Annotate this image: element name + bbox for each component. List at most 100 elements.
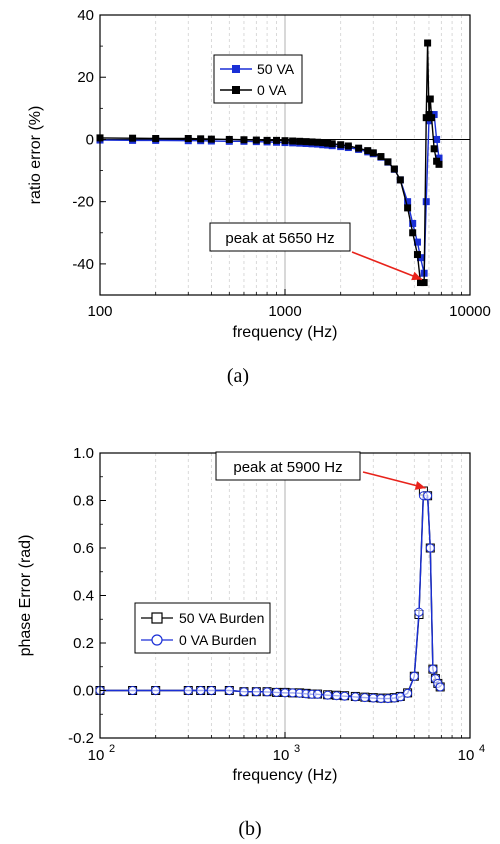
- chart-b-data-point: [206, 686, 216, 695]
- chart-a-data-point: [404, 198, 412, 206]
- chart-b-x-tick-exponent: 2: [109, 743, 115, 755]
- chart-b-data-point: [183, 686, 193, 695]
- chart-a-data-point: [337, 141, 345, 149]
- chart-a-data-point: [355, 144, 363, 152]
- chart-b-data-point: [350, 692, 360, 702]
- chart-a-legend-label-50va: 50 VA: [257, 61, 295, 77]
- chart-b-y-tick-label: 0.2: [73, 635, 94, 652]
- chart-b: 10 2 10 3 10 4 -0.2 0.0 0.2 0.4 0.6 0.8 1.0 frequenc…: [17, 445, 485, 840]
- chart-a-caption: (a): [227, 365, 249, 387]
- chart-a-annotation-box: [209, 222, 351, 252]
- chart-b-data-point: [251, 687, 261, 697]
- chart-a-data-point: [433, 135, 441, 143]
- chart-a-legend-label-0va: 0 VA: [257, 82, 287, 98]
- chart-b-series-line: [100, 495, 441, 700]
- chart-b-x-tick-label: 10: [88, 747, 105, 764]
- chart-b-annotation: peak at 5900 Hz: [215, 451, 426, 490]
- chart-a-y-tick-label: 40: [77, 7, 94, 24]
- chart-a-data-point: [324, 139, 332, 147]
- chart-a-data-point: [420, 279, 428, 287]
- chart-b-caption: (b): [238, 818, 261, 840]
- chart-a-data-point: [308, 138, 316, 146]
- chart-b-legend-marker-50va: [151, 612, 163, 624]
- chart-b-data-point: [332, 691, 342, 701]
- chart-b-x-axis-label: frequency (Hz): [233, 767, 338, 784]
- chart-a-data-point: [413, 251, 421, 259]
- chart-a-x-axis-label: frequency (Hz): [233, 324, 338, 341]
- chart-a-y-tick-label: -40: [72, 256, 94, 273]
- chart-b-data-point: [239, 687, 249, 697]
- chart-a-legend-marker-50va: [232, 65, 240, 73]
- chart-b-data-point: [435, 682, 445, 692]
- chart-a-data-point: [430, 145, 438, 153]
- chart-a-x-tick-label: 10000: [449, 303, 491, 320]
- chart-b-data-point: [262, 687, 272, 697]
- chart-b-data-point: [340, 691, 350, 701]
- chart-b-data-point: [224, 686, 234, 695]
- chart-b-x-tick-label: 10: [273, 747, 290, 764]
- chart-a-data-point: [409, 219, 417, 227]
- chart-b-data-point: [280, 688, 290, 698]
- chart-a-x-tick-label: 100: [87, 303, 112, 320]
- chart-a-data-point: [364, 147, 372, 155]
- chart-b-x-tick-exponent: 3: [294, 743, 300, 755]
- chart-a-data-point: [319, 139, 327, 147]
- chart-a-data-point: [424, 39, 432, 47]
- chart-b-data-point: [428, 664, 438, 674]
- chart-a: 100 1000 10000 -40 -20 0 20 40 frequency (Hz) r…: [27, 7, 491, 387]
- chart-a-data-point: [396, 176, 404, 184]
- chart-b-data-point: [196, 686, 206, 695]
- chart-b-y-tick-label: 1.0: [73, 445, 94, 462]
- chart-b-data-point: [272, 687, 282, 697]
- chart-b-y-axis-label: phase Error (rad): [17, 535, 34, 657]
- chart-a-data-point: [225, 135, 233, 143]
- chart-b-y-tick-label: 0.6: [73, 540, 94, 557]
- chart-b-legend-marker-0va: [151, 634, 163, 646]
- chart-b-legend-label-50va: 50 VA Burden: [179, 610, 264, 626]
- chart-a-annotation: peak at 5650 Hz: [209, 222, 423, 281]
- chart-a-annotation-arrowhead: [411, 271, 423, 281]
- chart-a-y-tick-label: -20: [72, 194, 94, 211]
- chart-b-data-point: [128, 686, 138, 695]
- chart-a-data-point: [197, 135, 205, 143]
- chart-a-legend-box: [213, 54, 303, 104]
- chart-a-y-axis-label: ratio error (%): [27, 106, 44, 205]
- chart-a-data-point: [422, 198, 430, 206]
- chart-b-ticks: 10 2 10 3 10 4 -0.2 0.0 0.2 0.4 0.6 0.8 1.0: [68, 445, 485, 764]
- chart-a-data-point: [404, 204, 412, 212]
- chart-b-data-point: [403, 688, 413, 698]
- chart-b-data-point: [313, 689, 323, 699]
- chart-a-data-point: [184, 135, 192, 143]
- chart-b-legend: 50 VA Burden 0 VA Burden: [134, 602, 271, 654]
- chart-a-data-point: [129, 134, 137, 142]
- chart-a-data-point: [152, 135, 160, 143]
- chart-a-data-point: [252, 136, 260, 144]
- chart-b-y-tick-label: -0.2: [68, 730, 94, 747]
- chart-a-legend-marker-0va: [232, 86, 240, 94]
- chart-b-x-tick-label: 10: [458, 747, 475, 764]
- chart-a-data-point: [302, 138, 310, 146]
- chart-a-data-point: [384, 158, 392, 166]
- chart-a-annotation-text: peak at 5650 Hz: [225, 230, 334, 247]
- chart-b-data-point: [323, 690, 333, 700]
- chart-b-series: [95, 486, 445, 704]
- chart-b-data-point: [409, 671, 419, 681]
- chart-a-x-tick-label: 1000: [268, 303, 301, 320]
- chart-b-y-tick-label: 0.4: [73, 588, 94, 605]
- chart-a-data-point: [413, 238, 421, 246]
- chart-a-legend: 50 VA 0 VA: [213, 54, 303, 104]
- chart-a-data-point: [263, 136, 271, 144]
- chart-b-data-point: [151, 686, 161, 695]
- chart-a-data-point: [273, 136, 281, 144]
- chart-b-data-point: [360, 693, 370, 703]
- chart-b-y-tick-label: 0.8: [73, 493, 94, 510]
- chart-a-data-point: [314, 138, 322, 146]
- chart-a-data-point: [428, 114, 436, 122]
- chart-a-data-point: [435, 160, 443, 168]
- chart-a-annotation-arrow: [351, 251, 423, 281]
- chart-a-data-point: [240, 136, 248, 144]
- chart-b-annotation-arrow: [362, 471, 426, 489]
- chart-b-data-point: [423, 491, 433, 501]
- chart-a-y-tick-label: 20: [77, 69, 94, 86]
